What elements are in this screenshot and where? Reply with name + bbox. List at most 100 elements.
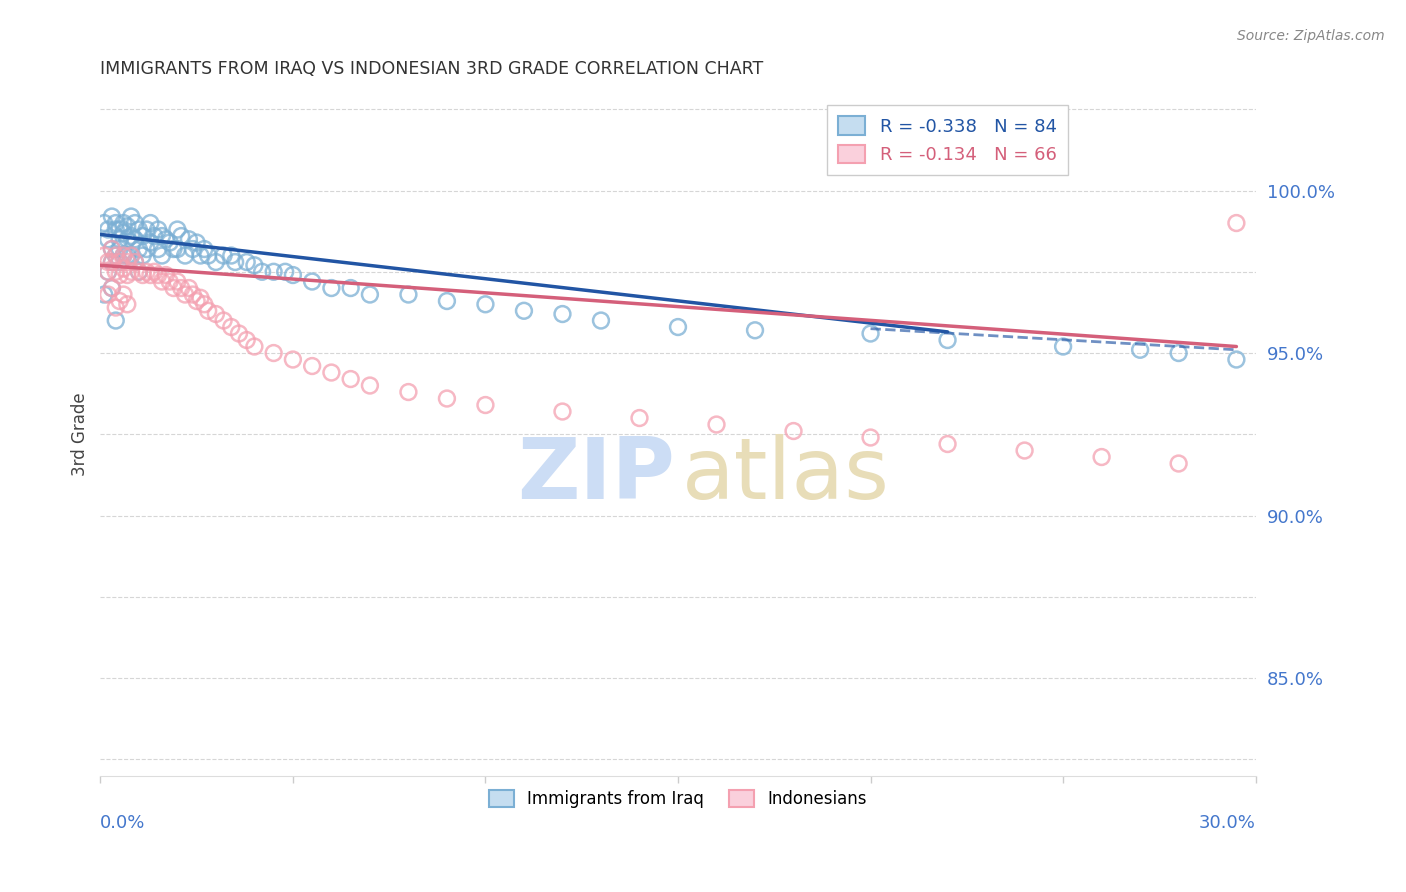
Point (159, 275, 181, 289)
Point (108, 222, 131, 236)
Point (162, 242, 184, 256)
Point (150, 229, 173, 244)
Point (120, 248, 142, 262)
Point (436, 293, 458, 308)
Point (243, 258, 266, 272)
Text: IMMIGRANTS FROM IRAQ VS INDONESIAN 3RD GRADE CORRELATION CHART: IMMIGRANTS FROM IRAQ VS INDONESIAN 3RD G… (100, 60, 763, 78)
Point (219, 320, 242, 334)
Point (112, 248, 135, 262)
Point (235, 333, 257, 347)
Point (628, 411, 651, 425)
Point (321, 366, 343, 380)
Point (177, 232, 200, 246)
Point (1129, 343, 1152, 357)
Point (155, 268, 177, 282)
Text: ZIP: ZIP (517, 434, 675, 516)
Point (181, 287, 204, 301)
Point (135, 242, 157, 256)
Point (117, 219, 139, 234)
Point (128, 242, 150, 256)
Point (936, 437, 959, 451)
Text: 0.0%: 0.0% (100, 814, 146, 832)
Point (104, 248, 127, 262)
Point (339, 281, 361, 295)
Point (120, 265, 142, 279)
Point (101, 242, 124, 256)
Point (174, 248, 197, 262)
Point (281, 268, 304, 282)
Point (186, 293, 208, 308)
Point (263, 346, 285, 360)
Point (112, 287, 135, 301)
Legend: Immigrants from Iraq, Indonesians: Immigrants from Iraq, Indonesians (482, 783, 873, 815)
Point (193, 297, 215, 311)
Point (146, 242, 169, 256)
Point (243, 339, 266, 353)
Point (97, 255, 120, 269)
Point (104, 222, 127, 236)
Point (97, 222, 120, 236)
Point (212, 248, 235, 262)
Point (219, 248, 242, 262)
Point (128, 265, 150, 279)
Point (396, 384, 419, 399)
Point (150, 275, 173, 289)
Point (589, 313, 612, 327)
Point (359, 378, 381, 392)
Point (150, 248, 173, 262)
Point (197, 248, 219, 262)
Point (128, 222, 150, 236)
Point (396, 287, 419, 301)
Point (108, 268, 131, 282)
Point (474, 297, 496, 311)
Point (159, 235, 181, 250)
Point (104, 301, 127, 315)
Point (104, 265, 127, 279)
Point (281, 352, 304, 367)
Point (112, 216, 135, 230)
Point (181, 242, 204, 256)
Point (97, 287, 120, 301)
Point (235, 255, 257, 269)
Point (124, 255, 146, 269)
Point (97, 232, 120, 246)
Point (301, 359, 323, 373)
Point (117, 297, 139, 311)
Point (112, 226, 135, 240)
Point (101, 281, 124, 295)
Point (1167, 346, 1189, 360)
Point (666, 320, 689, 334)
Point (101, 242, 124, 256)
Y-axis label: 3rd Grade: 3rd Grade (72, 392, 89, 476)
Point (124, 255, 146, 269)
Point (117, 248, 139, 262)
Point (263, 265, 285, 279)
Point (193, 242, 215, 256)
Point (274, 265, 297, 279)
Point (551, 307, 574, 321)
Point (93, 287, 115, 301)
Point (112, 261, 135, 276)
Point (1052, 339, 1074, 353)
Point (551, 404, 574, 418)
Point (108, 255, 131, 269)
Point (139, 235, 162, 250)
Point (93, 248, 115, 262)
Point (155, 232, 177, 246)
Point (108, 293, 131, 308)
Point (474, 398, 496, 412)
Point (212, 313, 235, 327)
Point (190, 291, 212, 305)
Point (117, 232, 139, 246)
Point (513, 303, 536, 318)
Point (190, 248, 212, 262)
Point (170, 229, 193, 244)
Point (170, 281, 193, 295)
Point (1167, 457, 1189, 471)
Point (224, 255, 246, 269)
Point (108, 255, 131, 269)
Point (174, 287, 197, 301)
Point (120, 210, 142, 224)
Point (101, 281, 124, 295)
Point (104, 216, 127, 230)
